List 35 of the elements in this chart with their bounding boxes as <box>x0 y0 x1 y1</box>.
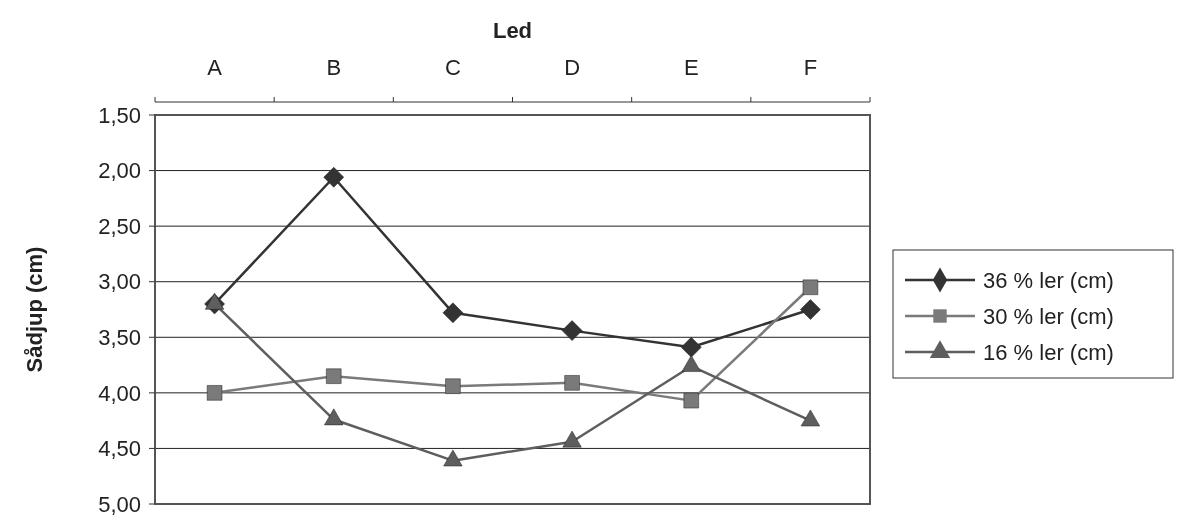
point <box>800 409 820 427</box>
y-tick-label: 2,00 <box>98 158 141 184</box>
point <box>681 355 701 372</box>
y-tick-label: 3,00 <box>98 269 141 295</box>
point <box>326 368 342 384</box>
point <box>206 385 223 401</box>
x-tick-label: B <box>326 55 342 80</box>
x-tick-label: E <box>683 55 699 80</box>
legend-label: 30 % ler (cm) <box>983 303 1114 329</box>
point <box>561 320 583 341</box>
point <box>324 408 344 426</box>
point <box>443 449 463 467</box>
x-axis-title: Led <box>492 18 533 43</box>
point <box>802 279 819 295</box>
x-tick-label: A <box>207 55 223 80</box>
y-tick-label: 2,50 <box>98 213 141 239</box>
point <box>445 378 461 394</box>
x-tick-label: F <box>803 55 818 80</box>
y-axis-title: Sådjup (cm) <box>22 246 47 373</box>
y-tick-label: 4,00 <box>98 380 141 406</box>
legend-label: 16 % ler (cm) <box>983 339 1114 365</box>
x-tick-label: C <box>444 55 461 80</box>
point <box>564 375 580 391</box>
point <box>323 166 344 188</box>
x-tick-label: D <box>564 55 581 80</box>
y-tick-label: 1,50 <box>98 102 141 128</box>
point <box>800 299 821 320</box>
y-tick-label: 5,00 <box>98 491 141 517</box>
point <box>442 302 464 324</box>
y-tick-label: 3,50 <box>98 324 141 350</box>
legend-label: 36 % ler (cm) <box>983 267 1114 293</box>
y-tick-label: 4,50 <box>98 436 141 462</box>
point <box>681 337 702 358</box>
point <box>562 430 582 448</box>
point <box>683 392 699 409</box>
